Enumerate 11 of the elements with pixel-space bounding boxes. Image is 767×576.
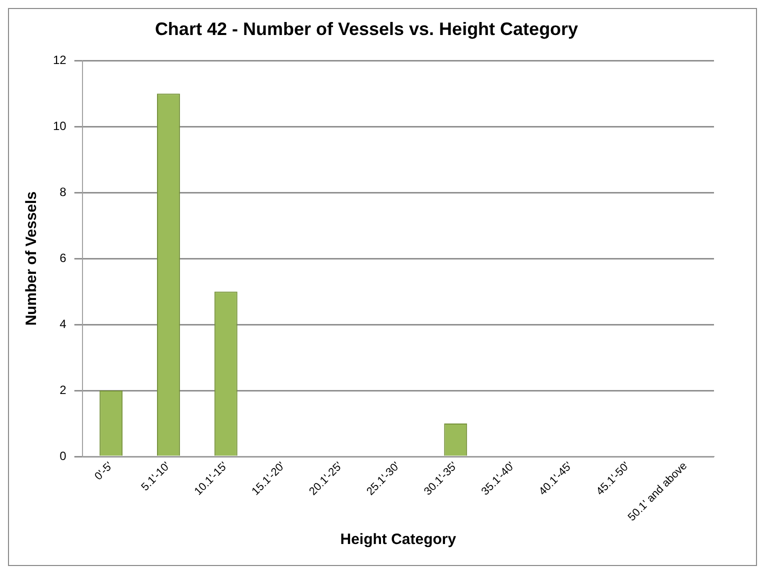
y-tick-label: 10 <box>52 118 67 133</box>
y-tick-label: 8 <box>60 184 67 199</box>
y-tick-label: 4 <box>60 316 67 331</box>
x-tick-label: 0'-5' <box>92 460 116 483</box>
y-axis-title: Number of Vessels <box>23 191 40 326</box>
x-axis-title: Height Category <box>340 531 457 548</box>
y-tick-label: 2 <box>60 382 67 397</box>
chart-title: Chart 42 - Number of Vessels vs. Height Category <box>154 18 578 39</box>
y-tick-label: 0 <box>60 448 67 463</box>
y-tick-label: 6 <box>60 250 67 265</box>
y-tick-label: 12 <box>52 52 67 67</box>
